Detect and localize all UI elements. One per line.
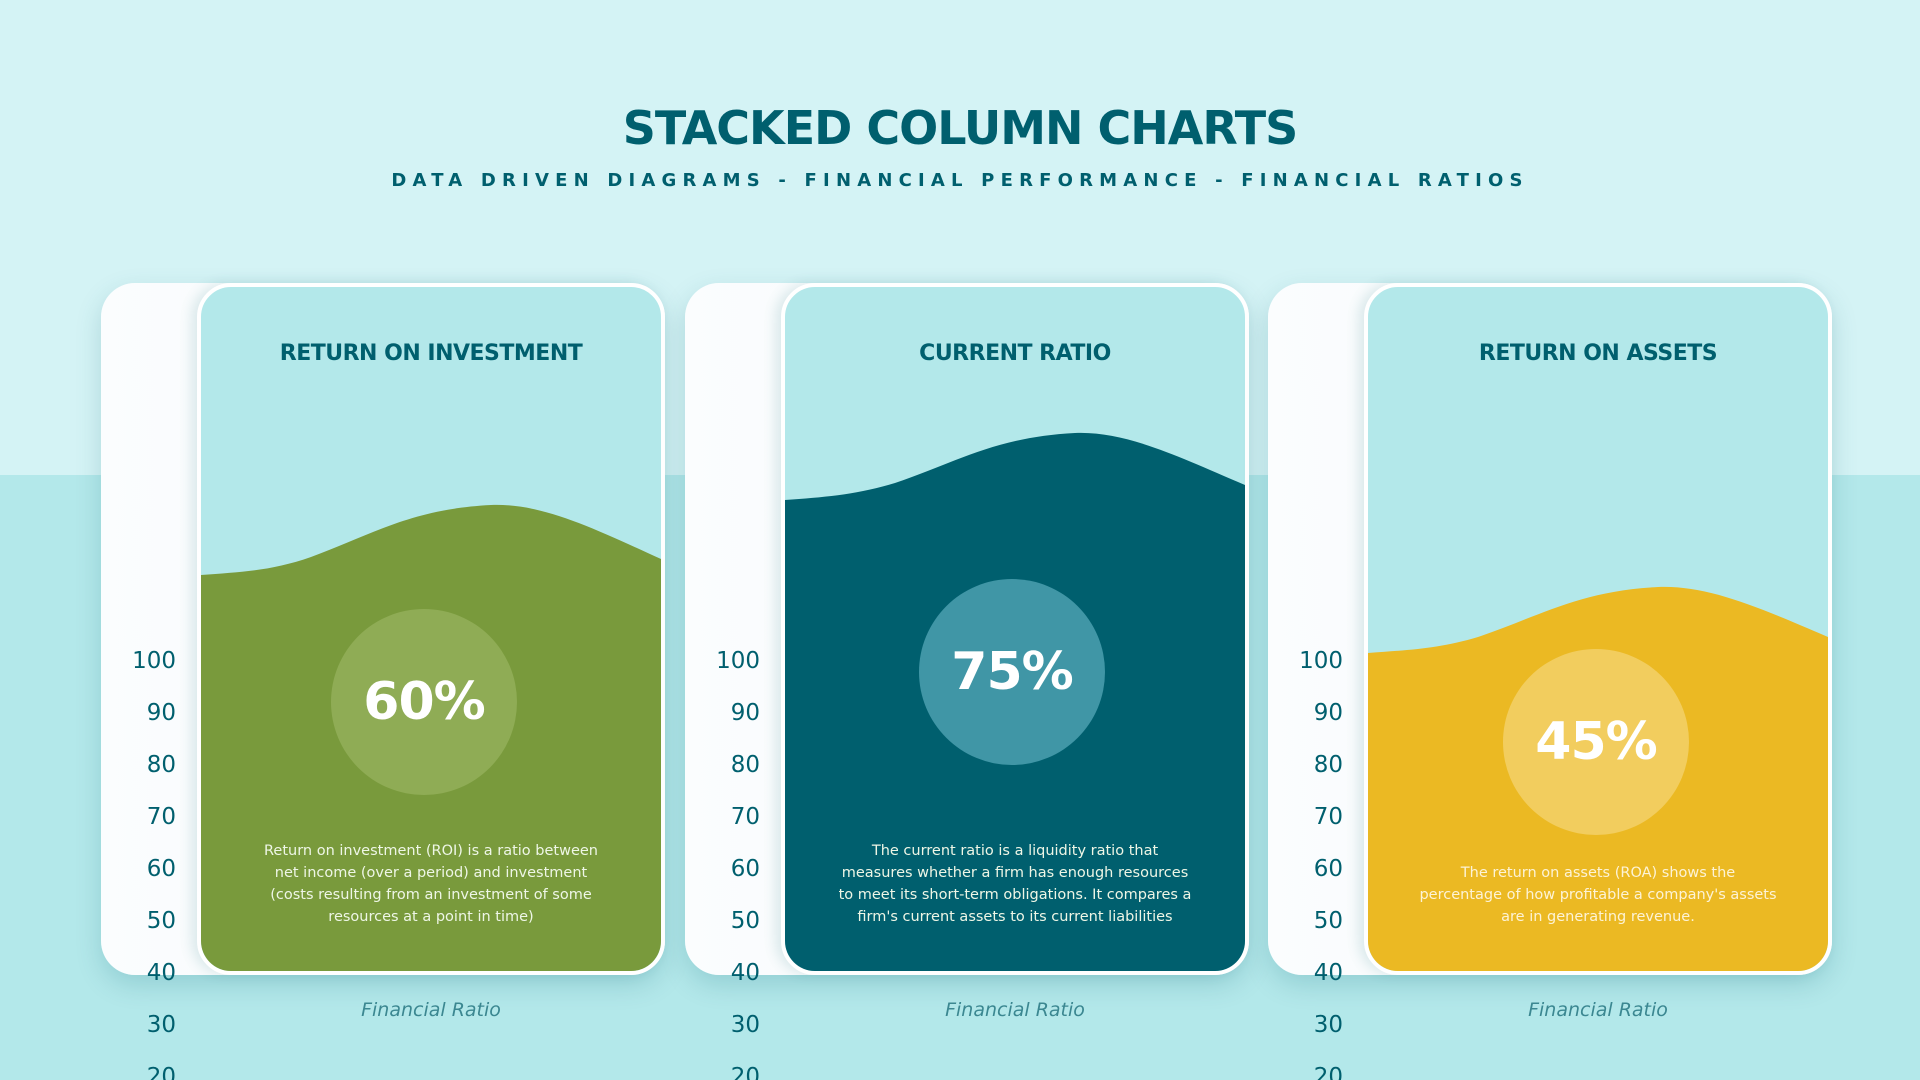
y-tick: 40: [730, 960, 760, 986]
y-tick: 70: [146, 804, 176, 830]
card-description: Return on investment (ROI) is a ratio be…: [263, 843, 598, 925]
value-label: 75%: [951, 642, 1073, 702]
y-tick: 20: [146, 1064, 176, 1080]
y-tick: 50: [730, 908, 760, 934]
chart-group-current-ratio: 100 90 80 70 60 50 40 30 20 10 0 CURRENT…: [685, 283, 1249, 1080]
y-tick: 20: [730, 1064, 760, 1080]
y-tick: 80: [730, 752, 760, 778]
y-tick: 60: [1313, 856, 1343, 882]
y-tick: 20: [1313, 1064, 1343, 1080]
x-axis-label: Financial Ratio: [1528, 999, 1668, 1021]
card-description: The return on assets (ROA) shows the per…: [1419, 865, 1777, 925]
y-tick: 40: [146, 960, 176, 986]
y-tick: 100: [716, 648, 760, 674]
y-tick: 30: [730, 1012, 760, 1038]
value-badge: 45%: [1503, 649, 1689, 835]
y-tick: 30: [146, 1012, 176, 1038]
chart-card-roi: RETURN ON INVESTMENT 60% Return on inves…: [197, 283, 665, 975]
value-badge: 60%: [331, 609, 517, 795]
card-description: The current ratio is a liquidity ratio t…: [838, 843, 1192, 925]
page-header: STACKED COLUMN CHARTS DATA DRIVEN DIAGRA…: [0, 98, 1920, 191]
chart-card-roa: RETURN ON ASSETS 45% The return on asset…: [1364, 283, 1832, 975]
y-tick: 60: [730, 856, 760, 882]
y-tick: 60: [146, 856, 176, 882]
y-tick: 50: [1313, 908, 1343, 934]
chart-card-current-ratio: CURRENT RATIO 75% The current ratio is a…: [781, 283, 1249, 975]
y-axis: 100 90 80 70 60 50 40 30 20 10 0: [1268, 283, 1348, 1080]
y-tick: 30: [1313, 1012, 1343, 1038]
page-title: STACKED COLUMN CHARTS: [622, 101, 1298, 155]
y-tick: 100: [132, 648, 176, 674]
y-tick: 100: [1299, 648, 1343, 674]
card-title: RETURN ON INVESTMENT: [279, 341, 583, 366]
y-axis: 100 90 80 70 60 50 40 30 20 10 0: [101, 283, 181, 1080]
y-axis: 100 90 80 70 60 50 40 30 20 10 0: [685, 283, 765, 1080]
y-tick: 40: [1313, 960, 1343, 986]
y-tick: 70: [1313, 804, 1343, 830]
value-badge: 75%: [919, 579, 1105, 765]
card-title: RETURN ON ASSETS: [1478, 341, 1718, 366]
y-tick: 80: [146, 752, 176, 778]
y-tick: 90: [1313, 700, 1343, 726]
card-title: CURRENT RATIO: [919, 341, 1111, 366]
value-label: 45%: [1535, 712, 1657, 772]
chart-group-roa: 100 90 80 70 60 50 40 30 20 10 0 RETURN …: [1268, 283, 1832, 1080]
x-axis-label: Financial Ratio: [361, 999, 501, 1021]
value-label: 60%: [363, 672, 485, 732]
chart-group-roi: 100 90 80 70 60 50 40 30 20 10 0 RETURN …: [101, 283, 665, 1080]
y-tick: 90: [730, 700, 760, 726]
y-tick: 50: [146, 908, 176, 934]
y-tick: 80: [1313, 752, 1343, 778]
y-tick: 70: [730, 804, 760, 830]
x-axis-label: Financial Ratio: [945, 999, 1085, 1021]
y-tick: 90: [146, 700, 176, 726]
page-subtitle: DATA DRIVEN DIAGRAMS - FINANCIAL PERFORM…: [391, 170, 1529, 191]
